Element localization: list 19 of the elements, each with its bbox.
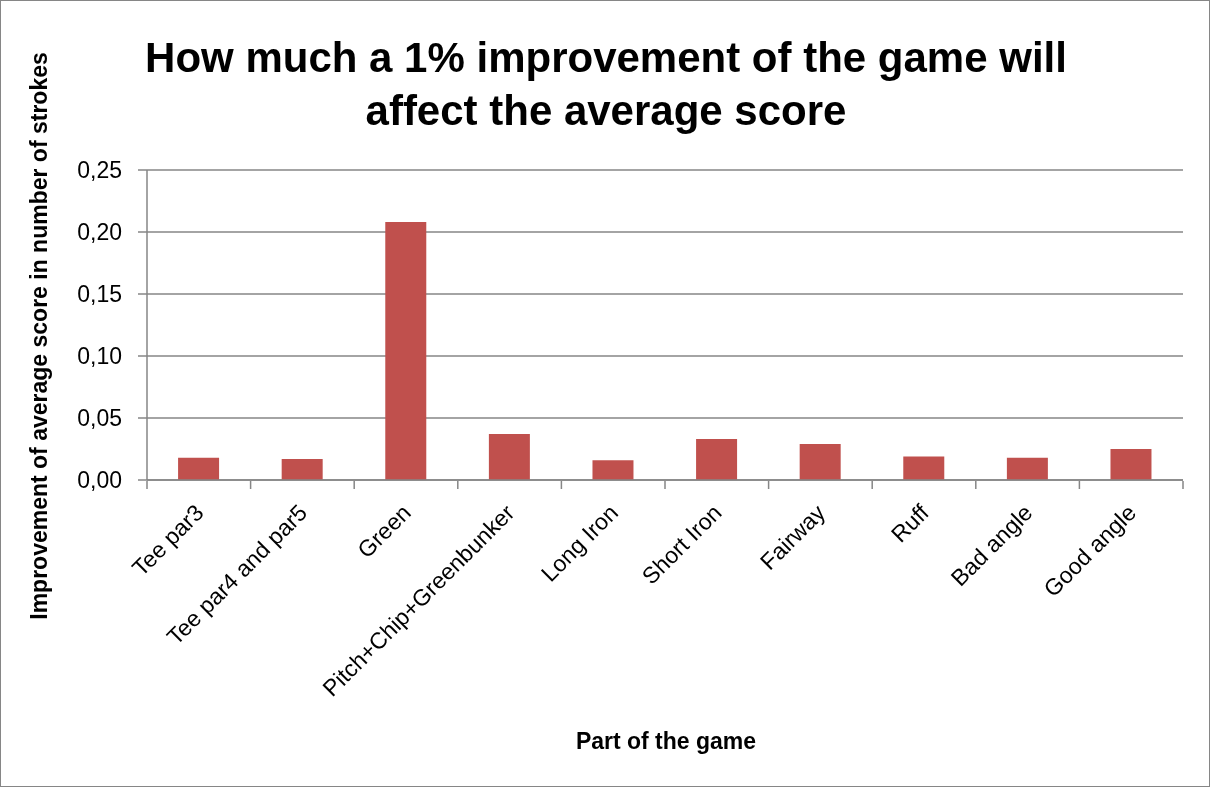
y-tick-label: 0,10 — [77, 343, 122, 370]
bar — [1006, 457, 1048, 480]
x-axis-title: Part of the game — [575, 727, 757, 755]
y-tick-label: 0,20 — [77, 219, 122, 246]
y-tick-label: 0,00 — [77, 467, 122, 494]
bar — [488, 434, 530, 480]
y-tick-label: 0,25 — [77, 157, 122, 184]
bar — [799, 444, 841, 480]
bar — [1110, 449, 1152, 480]
bar — [385, 222, 427, 480]
bar — [592, 460, 634, 480]
y-tick-label: 0,15 — [77, 281, 122, 308]
chart-title: How much a 1% improvement of the game will affect the average score — [144, 33, 1068, 136]
y-axis-title: Improvement of average score in number of strokes — [25, 52, 53, 620]
bar — [696, 439, 738, 480]
bar — [903, 456, 945, 480]
bar — [178, 457, 220, 480]
y-tick-label: 0,05 — [77, 405, 122, 432]
bar — [281, 458, 323, 480]
